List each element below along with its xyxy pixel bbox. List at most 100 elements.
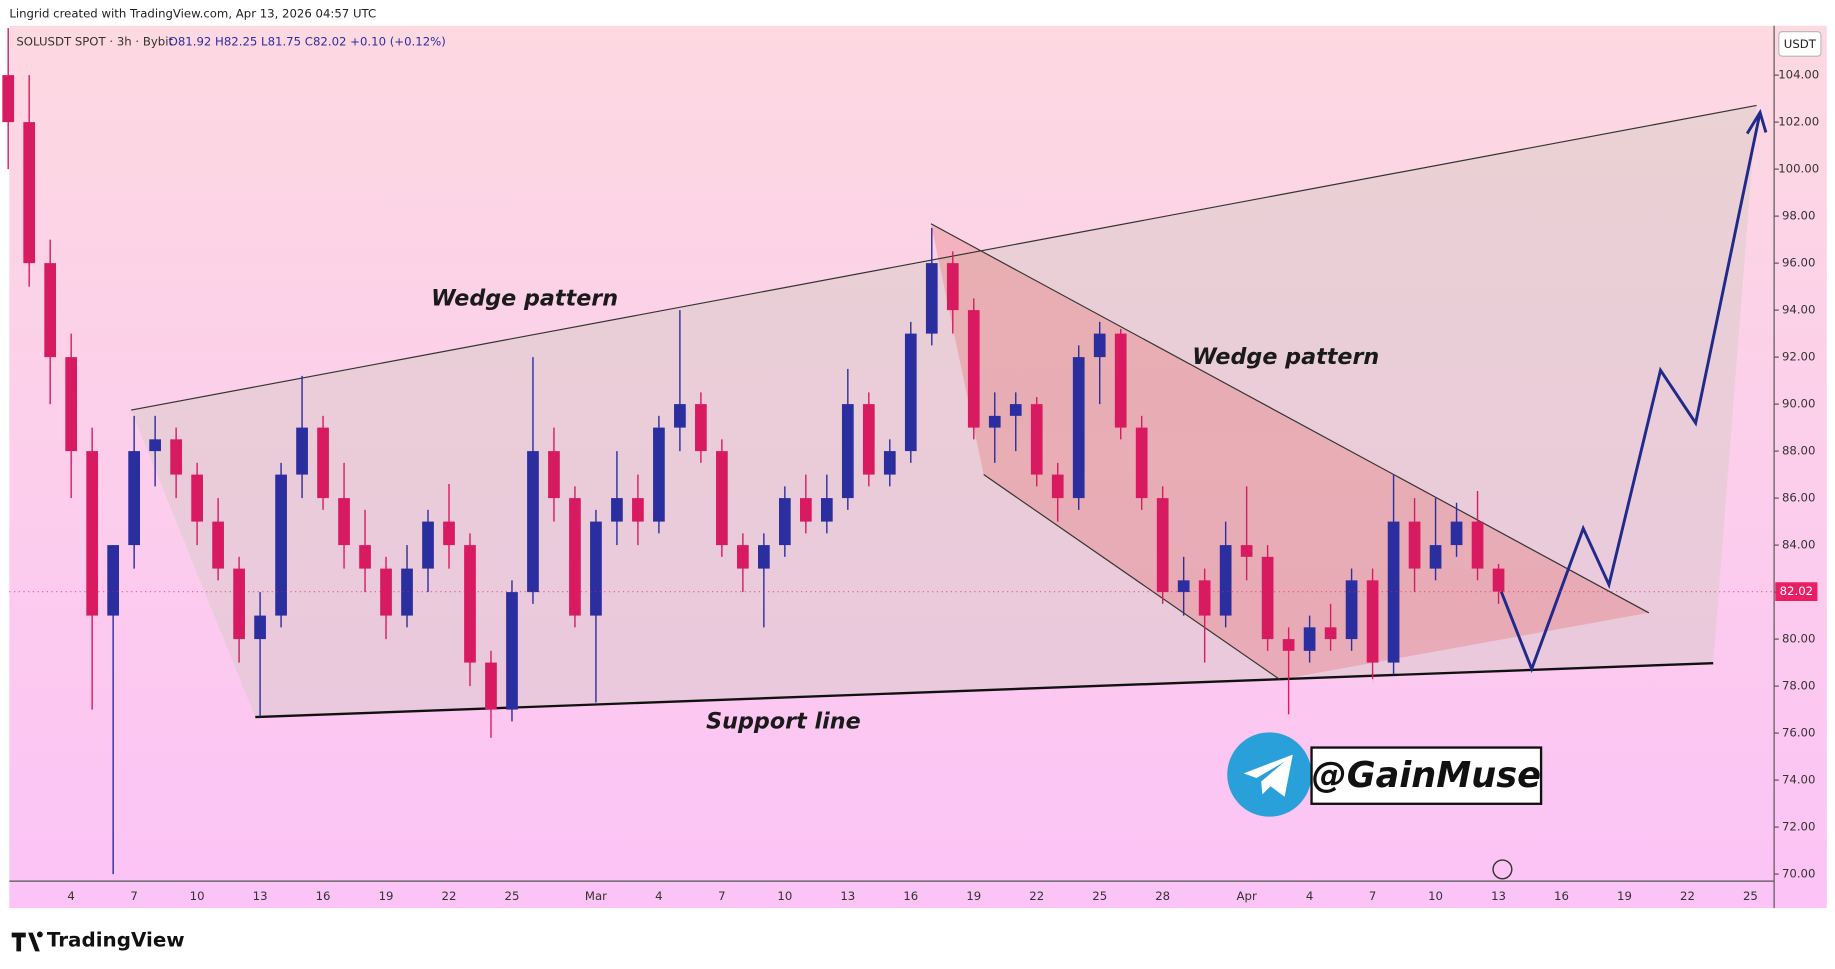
x-tick-label: 28 bbox=[1155, 889, 1170, 903]
candle-body bbox=[1198, 580, 1211, 616]
y-tick-label: 72.00 bbox=[1782, 820, 1816, 834]
candle-body bbox=[778, 498, 791, 546]
candle-body bbox=[1114, 333, 1127, 428]
x-tick-label: 13 bbox=[253, 889, 268, 903]
candle-body bbox=[401, 568, 413, 616]
x-tick-label: Mar bbox=[585, 889, 607, 903]
x-tick-label: 16 bbox=[903, 889, 918, 903]
y-tick-label: 86.00 bbox=[1782, 491, 1816, 505]
lightning-icon bbox=[1492, 859, 1513, 880]
candle-body bbox=[632, 498, 644, 522]
annotation: Wedge pattern bbox=[1192, 344, 1379, 370]
candle-body bbox=[464, 545, 476, 663]
support-line bbox=[255, 662, 1714, 719]
candle-body bbox=[1303, 627, 1316, 651]
y-tick-label: 88.00 bbox=[1782, 444, 1816, 458]
y-tick-label: 96.00 bbox=[1782, 256, 1816, 270]
y-tick-label: 70.00 bbox=[1782, 867, 1816, 881]
candle-body bbox=[1156, 498, 1169, 593]
projection-arrowhead bbox=[1745, 108, 1768, 135]
x-tick-label: 25 bbox=[505, 889, 520, 903]
candle-body bbox=[1345, 580, 1358, 640]
x-tick-label: 4 bbox=[67, 889, 74, 903]
last-price-label: 82.02 bbox=[1780, 584, 1814, 598]
candle-body bbox=[128, 451, 140, 546]
y-tick-label: 76.00 bbox=[1782, 726, 1816, 740]
ohlc: O81.92 H82.25 L81.75 C82.02 +0.10 (+0.12… bbox=[169, 35, 446, 49]
candle-body bbox=[1219, 545, 1232, 616]
candle-body bbox=[506, 592, 518, 710]
candle-body bbox=[1429, 545, 1442, 569]
x-tick-label: 19 bbox=[379, 889, 394, 903]
annotation: Wedge pattern bbox=[431, 285, 618, 311]
y-tick-label: 84.00 bbox=[1782, 538, 1816, 552]
candle-body bbox=[65, 357, 78, 452]
candle-body bbox=[862, 404, 875, 475]
candle-body bbox=[254, 615, 266, 640]
currency-box bbox=[1778, 31, 1822, 57]
candle-body bbox=[1387, 521, 1400, 663]
candle-body bbox=[2, 75, 15, 123]
candle-body bbox=[1072, 357, 1085, 499]
x-tick-label: 10 bbox=[1428, 889, 1443, 903]
candle-body bbox=[170, 439, 182, 475]
y-tick-label: 80.00 bbox=[1782, 632, 1816, 646]
x-tick-label: 4 bbox=[1306, 889, 1313, 903]
x-tick-label: 7 bbox=[1369, 889, 1376, 903]
candle-body bbox=[799, 498, 812, 522]
candle-body bbox=[590, 521, 602, 616]
symbol: SOLUSDT SPOT · 3h · Bybit bbox=[16, 35, 173, 49]
candle-body bbox=[1177, 580, 1190, 593]
candle-body bbox=[1093, 333, 1106, 358]
candle-body bbox=[653, 427, 665, 522]
y-tick-label: 100.00 bbox=[1778, 162, 1819, 176]
x-tick-label: 19 bbox=[1617, 889, 1632, 903]
x-tick-label: 13 bbox=[840, 889, 855, 903]
y-tick-label: 102.00 bbox=[1778, 115, 1819, 129]
x-tick-label: 25 bbox=[1092, 889, 1107, 903]
last-price-box bbox=[1775, 582, 1818, 601]
candle-body bbox=[485, 662, 497, 710]
currency: USDT bbox=[1784, 37, 1817, 51]
candle-body bbox=[925, 263, 938, 334]
candle-body bbox=[1324, 627, 1337, 640]
candle-body bbox=[23, 122, 36, 264]
y-tick-label: 92.00 bbox=[1782, 350, 1816, 364]
candle-body bbox=[758, 545, 770, 569]
candle-body bbox=[611, 498, 623, 522]
candle-body bbox=[1051, 474, 1064, 499]
x-tick-label: 10 bbox=[777, 889, 792, 903]
candle-body bbox=[841, 404, 854, 499]
candle-body bbox=[1492, 568, 1505, 592]
candle-body bbox=[820, 498, 833, 522]
candle-body bbox=[191, 474, 203, 522]
x-tick-label: 22 bbox=[1029, 889, 1044, 903]
candle-body bbox=[1450, 521, 1463, 546]
x-tick-label: 22 bbox=[1680, 889, 1695, 903]
telegram-icon bbox=[1227, 732, 1312, 817]
candle-body bbox=[107, 545, 120, 616]
x-tick-label: 16 bbox=[1554, 889, 1569, 903]
x-tick-label: 22 bbox=[442, 889, 457, 903]
y-tick-label: 90.00 bbox=[1782, 397, 1816, 411]
x-tick-label: Apr bbox=[1237, 889, 1257, 903]
credit: Lingrid created with TradingView.com, Ap… bbox=[9, 7, 376, 21]
candle-body bbox=[443, 521, 455, 546]
candle-body bbox=[296, 427, 308, 475]
x-tick-label: 4 bbox=[655, 889, 662, 903]
candle-body bbox=[1030, 404, 1043, 475]
candle-body bbox=[44, 263, 57, 358]
y-tick-label: 78.00 bbox=[1782, 679, 1816, 693]
y-tick-label: 98.00 bbox=[1782, 209, 1816, 223]
x-tick-label: 16 bbox=[316, 889, 331, 903]
x-tick-label: 19 bbox=[966, 889, 981, 903]
candle-body bbox=[212, 521, 224, 569]
projection-path bbox=[1499, 112, 1762, 674]
candle-body bbox=[86, 451, 99, 616]
candle-body bbox=[359, 545, 371, 569]
candle-body bbox=[946, 263, 959, 311]
candle-body bbox=[527, 451, 539, 593]
candle-body bbox=[1471, 521, 1484, 569]
candle-body bbox=[548, 451, 560, 499]
